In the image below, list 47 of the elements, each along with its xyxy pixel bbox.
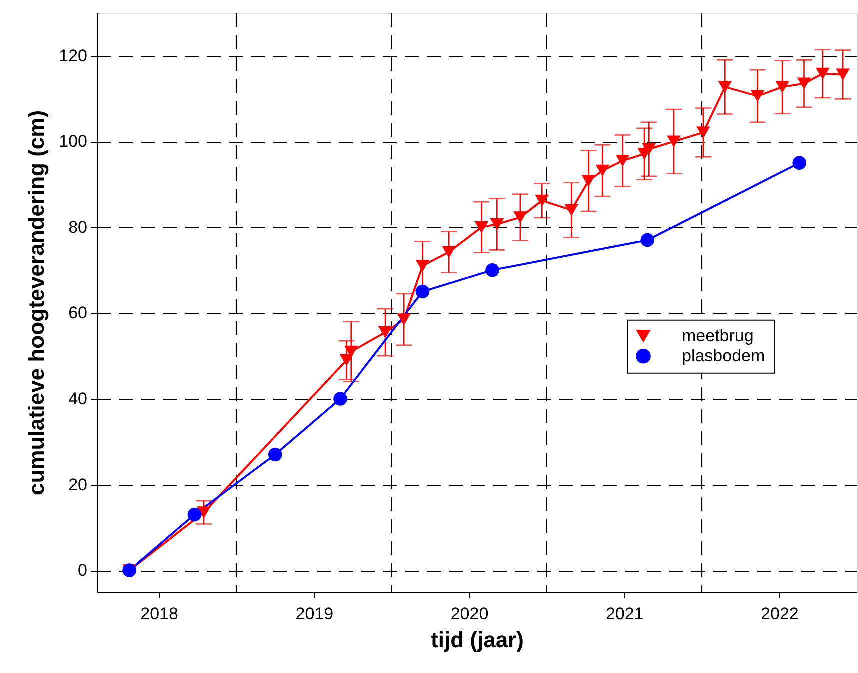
point <box>836 68 850 81</box>
x-axis-title: tijd (jaar) <box>431 628 524 652</box>
y-tick-label: 20 <box>68 475 88 494</box>
point <box>397 314 411 326</box>
y-tick-label: 0 <box>78 561 88 580</box>
y-tick-label: 120 <box>59 46 88 66</box>
y-axis-title: cumulatieve hoogteverandering (cm) <box>24 110 50 496</box>
point <box>750 90 765 102</box>
legend-label: plasbodem <box>682 346 766 366</box>
x-tick-label: 2021 <box>606 604 644 624</box>
point <box>268 448 282 462</box>
point <box>640 233 655 248</box>
point <box>667 136 681 148</box>
y-tick-label: 60 <box>68 304 88 323</box>
point <box>378 326 392 338</box>
x-tick-label: 2020 <box>450 604 489 624</box>
point <box>582 175 596 188</box>
point <box>340 354 354 366</box>
point <box>334 392 348 406</box>
y-tick-label: 40 <box>68 390 88 408</box>
point <box>696 126 710 139</box>
point <box>416 260 430 272</box>
x-tick-label: 2019 <box>296 604 334 624</box>
point <box>474 221 489 234</box>
point <box>642 143 656 156</box>
x-tick-label: 2022 <box>761 604 799 624</box>
point <box>718 81 732 94</box>
point <box>596 164 610 177</box>
point <box>616 155 630 167</box>
point <box>792 156 807 170</box>
y-tick-label: 100 <box>59 132 88 152</box>
point <box>797 78 812 90</box>
point <box>416 284 430 299</box>
point <box>816 68 830 80</box>
point <box>344 346 358 358</box>
point <box>486 263 500 278</box>
point <box>442 246 456 258</box>
point <box>564 204 579 216</box>
point <box>197 506 211 519</box>
point <box>490 218 504 230</box>
point <box>776 81 790 94</box>
y-tick-label: 80 <box>68 218 88 237</box>
legend-label: meetbrug <box>682 326 754 346</box>
point <box>188 508 202 522</box>
point <box>535 194 550 207</box>
x-tick-label: 2018 <box>140 604 178 624</box>
point <box>514 212 528 224</box>
